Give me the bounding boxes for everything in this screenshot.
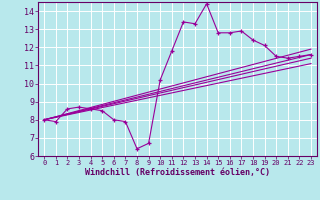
X-axis label: Windchill (Refroidissement éolien,°C): Windchill (Refroidissement éolien,°C) (85, 168, 270, 177)
